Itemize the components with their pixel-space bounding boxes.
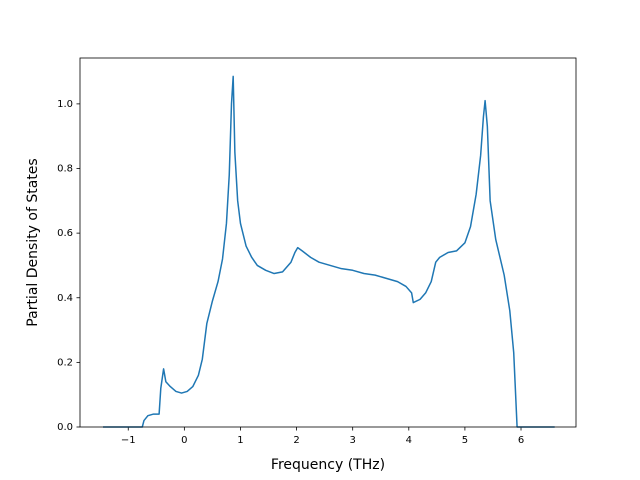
y-tick-label: 0.0 [57, 422, 73, 433]
x-tick-label: 1 [237, 435, 243, 446]
x-tick-label: 0 [181, 435, 187, 446]
x-tick-label: 6 [518, 435, 524, 446]
x-tick-label: 5 [462, 435, 468, 446]
data-line [103, 75, 555, 428]
x-tick-label: 3 [350, 435, 356, 446]
x-tick-label: 4 [406, 435, 412, 446]
y-tick-label: 0.8 [57, 164, 73, 175]
y-tick-label: 0.6 [57, 228, 73, 239]
x-tick-label: −1 [121, 435, 136, 446]
y-axis-label: Partial Density of States [25, 158, 41, 326]
x-tick-label: 2 [293, 435, 299, 446]
plot-frame [79, 57, 577, 428]
y-tick-label: 0.2 [57, 357, 73, 368]
y-tick-label: 0.4 [57, 293, 73, 304]
y-tick-label: 1.0 [57, 99, 73, 110]
x-axis-label: Frequency (THz) [271, 457, 385, 473]
